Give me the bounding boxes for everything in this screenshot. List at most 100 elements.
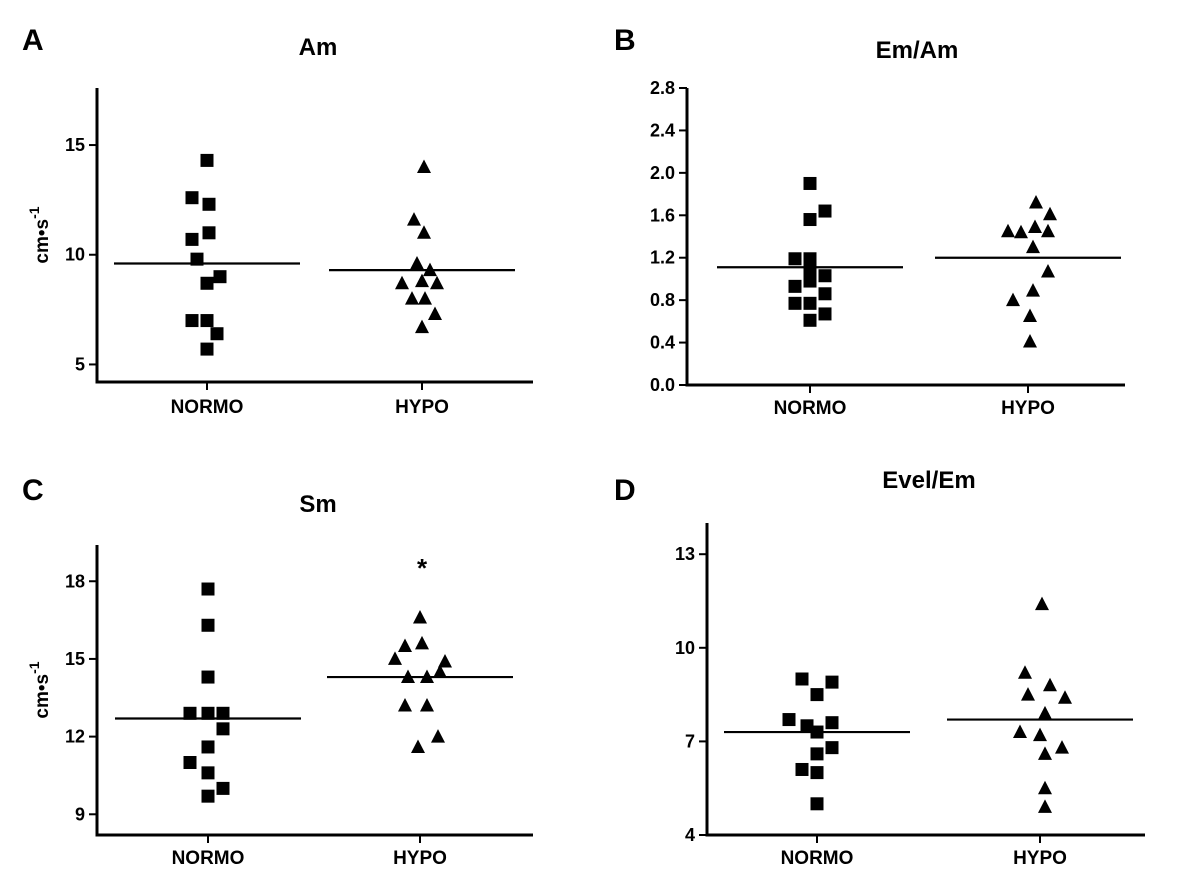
panel-d: D Evel/Em 4 7 10 13 NORMO HYPO (614, 467, 1145, 869)
data-point-hypo (1038, 799, 1052, 813)
data-point-hypo (433, 664, 447, 678)
data-point-normo (183, 756, 197, 769)
data-point-normo (216, 781, 230, 795)
data-point-normo (803, 176, 817, 190)
data-point-normo (782, 713, 796, 727)
data-point-hypo (1001, 223, 1015, 238)
y-tick-label: 0.8 (650, 290, 675, 310)
data-point-normo (818, 307, 832, 321)
y-tick-label: 0.0 (650, 375, 675, 395)
data-point-normo (810, 747, 824, 761)
x-category-label: NORMO (774, 398, 847, 419)
data-point-normo (216, 706, 230, 720)
data-point-hypo (1041, 223, 1055, 238)
y-tick-label: 7 (685, 731, 695, 751)
panel-letter: A (22, 24, 44, 57)
y-tick-label: 15 (65, 649, 85, 669)
data-point-hypo (428, 306, 442, 320)
data-point-hypo (388, 651, 402, 665)
data-point-hypo (1055, 740, 1069, 754)
data-point-hypo (1038, 746, 1052, 760)
data-point-hypo (1033, 727, 1047, 742)
data-point-hypo (1023, 334, 1037, 348)
data-point-hypo (410, 256, 424, 270)
significance-asterisk: * (417, 553, 428, 583)
data-point-hypo (398, 698, 412, 712)
data-point-normo (201, 618, 215, 632)
data-point-hypo (395, 275, 409, 290)
data-point-normo (210, 327, 224, 341)
data-point-hypo (1038, 780, 1052, 795)
data-point-hypo (407, 212, 421, 226)
data-point-hypo (1043, 206, 1057, 221)
y-tick-label: 1.6 (650, 205, 675, 225)
data-point-normo (803, 313, 817, 327)
data-point-normo (201, 582, 215, 596)
data-point-normo (800, 719, 814, 733)
panel-letter: B (614, 24, 636, 57)
data-point-hypo (398, 638, 412, 652)
data-point-normo (183, 706, 197, 720)
data-point-normo (825, 741, 839, 755)
data-point-normo (803, 296, 817, 310)
data-point-hypo (1029, 195, 1043, 209)
data-point-hypo (1043, 677, 1057, 692)
data-point-normo (810, 766, 824, 780)
chart-title: Evel/Em (882, 467, 975, 494)
data-point-normo (201, 789, 215, 803)
data-point-hypo (418, 291, 432, 305)
data-point-normo (185, 191, 199, 205)
y-tick-label: 1.2 (650, 248, 675, 268)
y-tick-label: 13 (675, 544, 695, 564)
panel-a: A Am 5 10 15 NORMO HYPO cm•s-1 (22, 24, 533, 418)
data-point-normo (200, 153, 214, 167)
data-point-normo (190, 252, 204, 266)
y-axis-label: cm•s-1 (26, 206, 53, 263)
data-point-hypo (1058, 690, 1072, 704)
data-point-hypo (413, 610, 427, 624)
data-point-normo (185, 232, 199, 246)
data-point-hypo (1021, 687, 1035, 701)
data-point-hypo (420, 669, 434, 684)
data-point-normo (818, 269, 832, 283)
data-point-normo (201, 740, 215, 754)
data-point-normo (200, 276, 214, 290)
y-tick-label: 2.8 (650, 78, 675, 98)
data-point-normo (818, 204, 832, 218)
chart-title: Em/Am (876, 37, 959, 64)
y-tick-label: 12 (65, 727, 85, 747)
data-point-hypo (1026, 283, 1040, 297)
data-point-normo (795, 672, 809, 686)
data-point-hypo (423, 262, 437, 277)
data-point-hypo (1018, 665, 1032, 679)
y-tick-label: 2.4 (650, 120, 675, 140)
data-point-hypo (415, 319, 429, 334)
data-point-normo (810, 688, 824, 702)
y-axis-label-superscript: -1 (26, 206, 42, 219)
data-point-normo (213, 270, 227, 284)
data-point-hypo (1038, 705, 1052, 720)
data-point-hypo (1014, 224, 1028, 239)
data-point-normo (810, 797, 824, 811)
data-point-hypo (405, 291, 419, 305)
data-point-hypo (411, 739, 425, 753)
data-point-normo (788, 296, 802, 310)
data-point-hypo (417, 225, 431, 239)
data-point-normo (788, 279, 802, 293)
data-point-normo (795, 762, 809, 776)
y-axis-label-text: cm•s (32, 674, 53, 719)
x-category-label: NORMO (781, 848, 854, 869)
y-tick-label: 9 (75, 804, 85, 824)
data-point-normo (803, 262, 817, 276)
data-point-normo (810, 725, 824, 739)
data-point-normo (201, 670, 215, 684)
x-category-label: HYPO (1013, 848, 1067, 869)
data-point-hypo (1035, 596, 1049, 611)
data-point-normo (185, 314, 199, 328)
y-tick-label: 0.4 (650, 333, 675, 353)
data-point-normo (803, 274, 817, 288)
data-point-hypo (1041, 264, 1055, 278)
data-point-normo (202, 197, 216, 211)
data-point-hypo (1006, 292, 1020, 307)
panel-letter: C (22, 474, 44, 507)
